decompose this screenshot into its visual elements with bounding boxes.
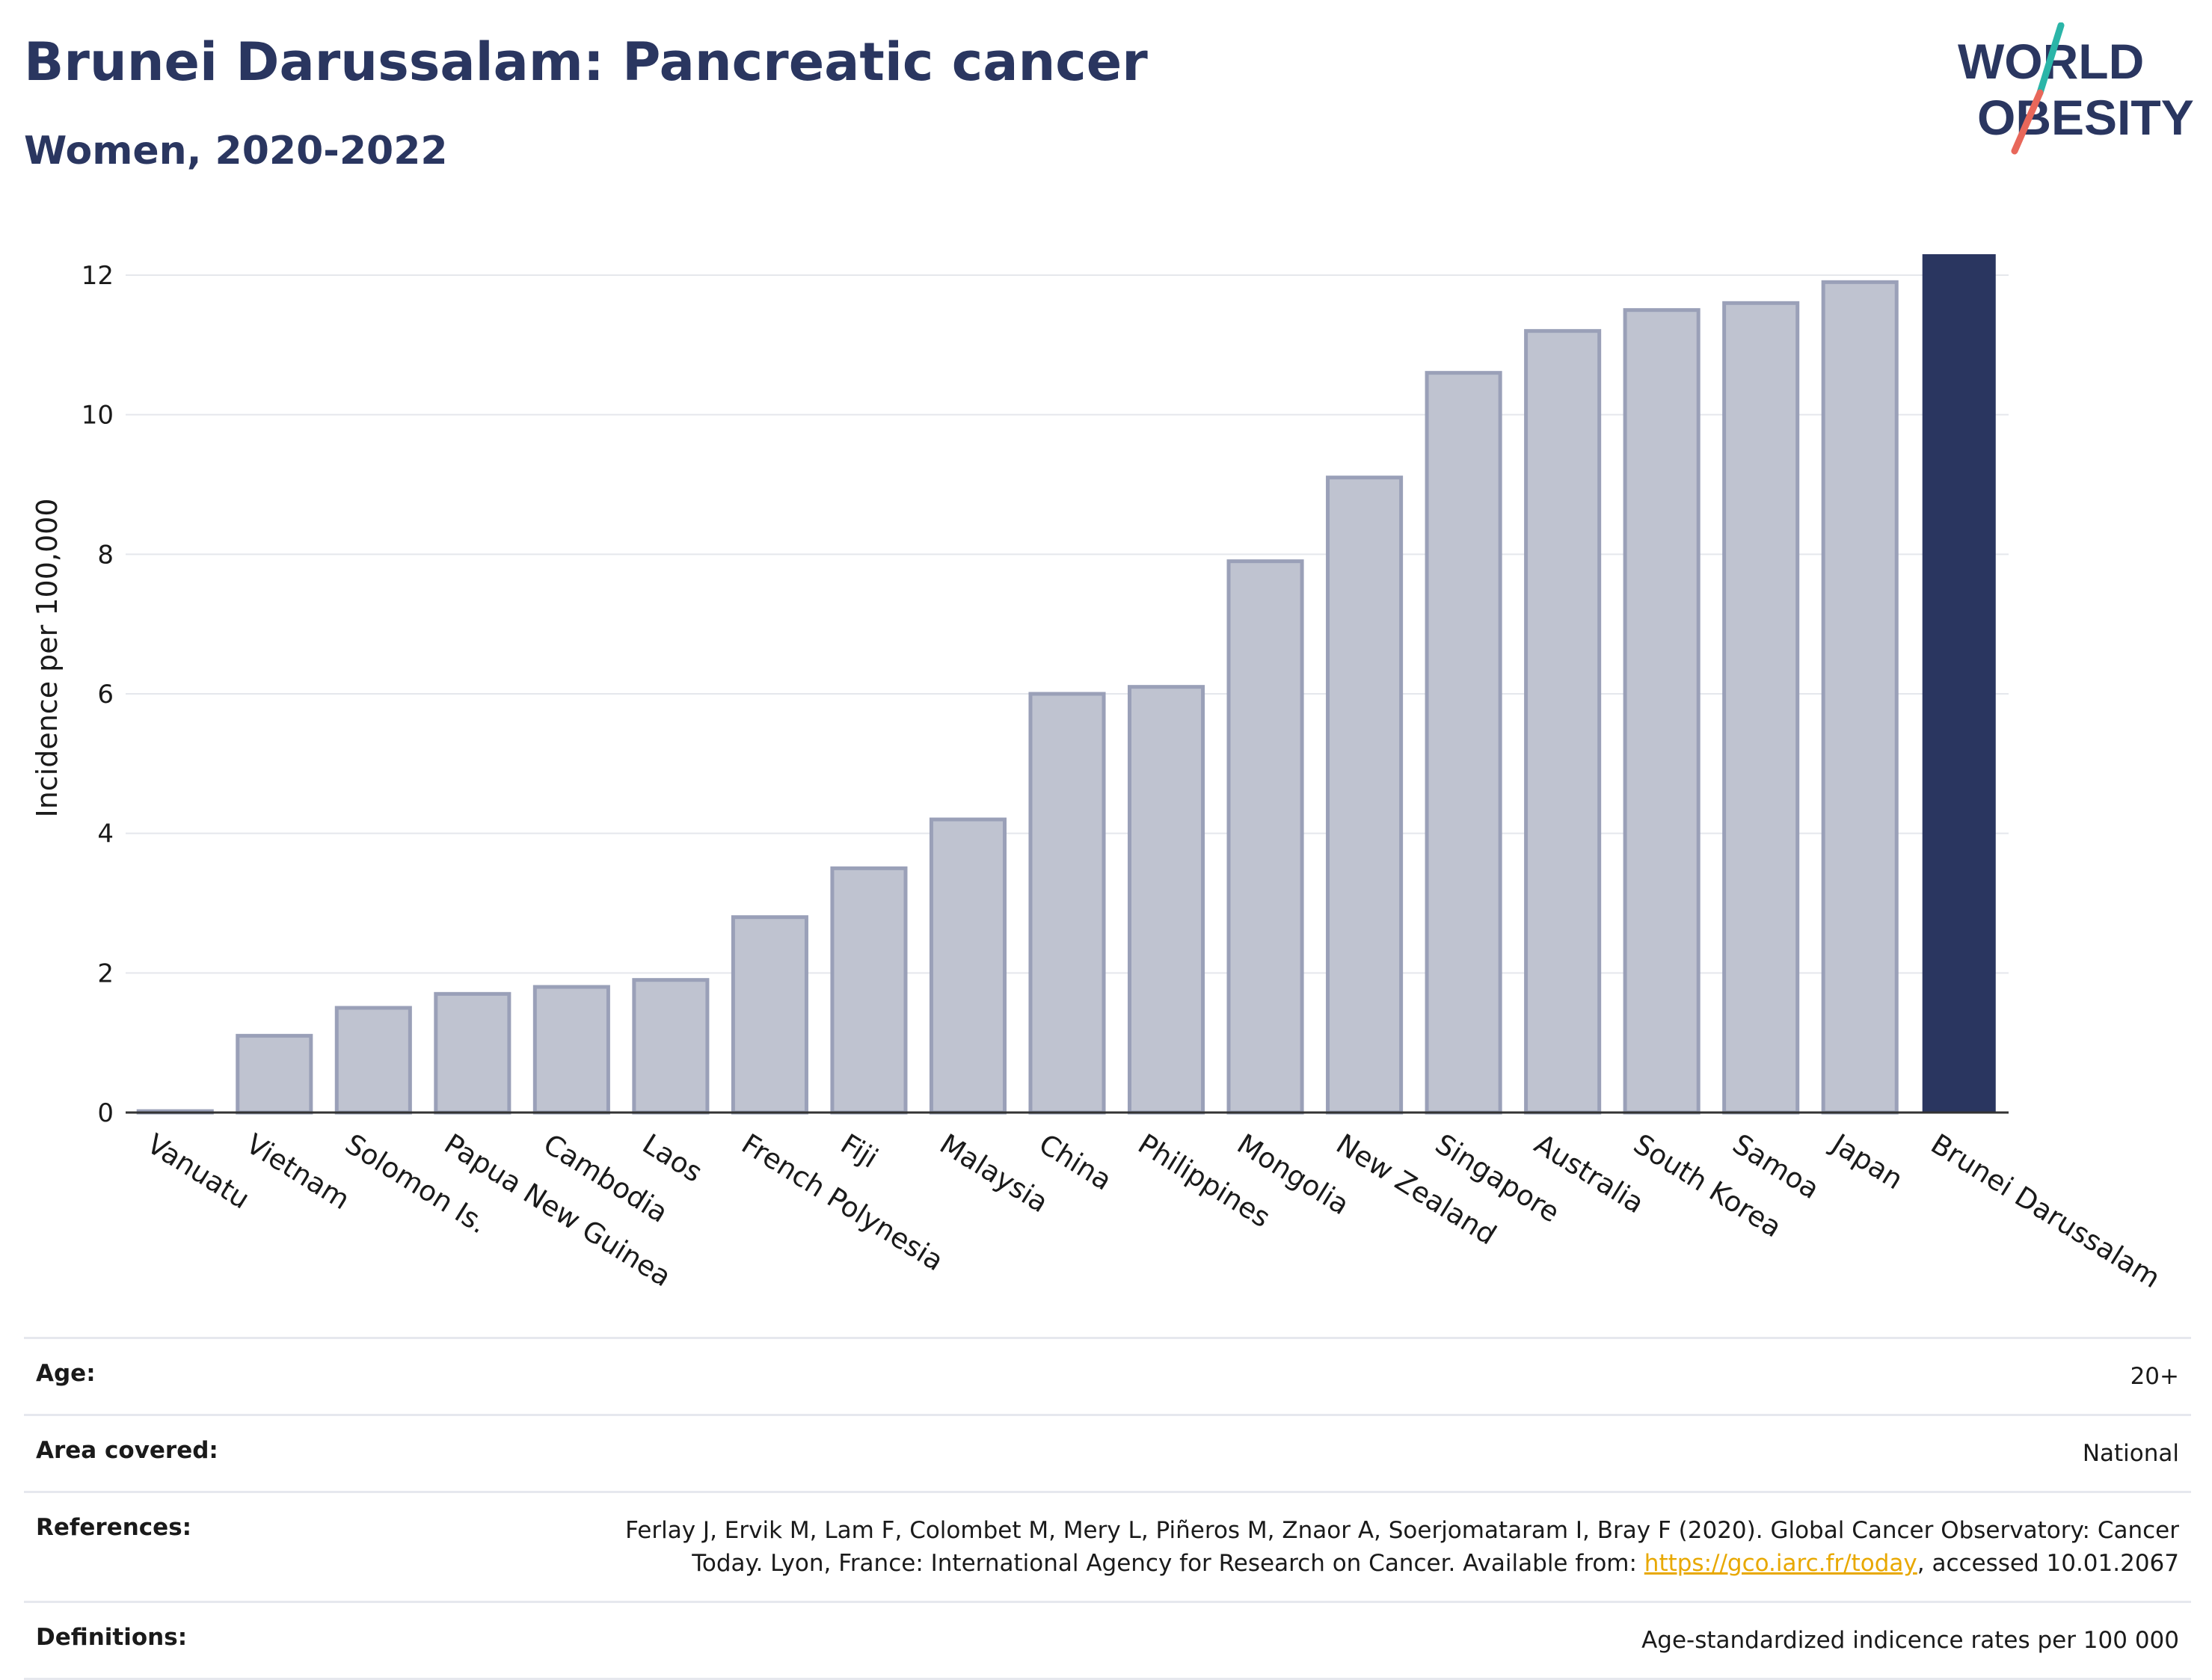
age-label: Age: <box>36 1360 96 1387</box>
x-tick-label: Laos <box>637 1127 708 1189</box>
logo-slash-teal <box>2036 22 2065 96</box>
references-text: Ferlay J, Ervik M, Lam F, Colombet M, Me… <box>625 1517 2179 1577</box>
references-suffix: , accessed 10.01.2067 <box>1917 1550 2179 1577</box>
area-label: Area covered: <box>36 1437 218 1464</box>
y-tick-label: 6 <box>97 680 114 710</box>
y-tick-labels: 0 2 4 6 8 10 12 <box>82 261 114 1128</box>
bar-australia <box>1524 329 1602 1115</box>
x-tick-label: Vietnam <box>241 1127 356 1216</box>
age-value: 20+ <box>2130 1363 2179 1390</box>
x-tick-label: Malaysia <box>934 1127 1054 1219</box>
logo-slash-coral <box>2011 89 2044 155</box>
page-subtitle: Women, 2020-2022 <box>24 129 448 173</box>
bar-new-zealand <box>1326 476 1404 1115</box>
definitions-value: Age-standardized indicence rates per 100… <box>1641 1627 2179 1654</box>
references-label: References: <box>36 1514 192 1541</box>
x-tick-label: Fiji <box>835 1127 884 1175</box>
bar-solomon-is- <box>334 1006 412 1115</box>
logo-line2: OBESITY <box>1977 90 2194 145</box>
bar-malaysia <box>929 817 1007 1115</box>
definitions-label: Definitions: <box>36 1624 188 1651</box>
bar-brunei-darussalam <box>1922 254 1996 1113</box>
bar-fiji <box>830 866 908 1115</box>
info-row-definitions: Definitions: Age-standardized indicence … <box>24 1601 2191 1680</box>
bar-philippines <box>1127 685 1205 1115</box>
bar-singapore <box>1425 371 1502 1115</box>
bar-south-korea <box>1623 308 1701 1115</box>
info-row-references: References: Ferlay J, Ervik M, Lam F, Co… <box>24 1491 2191 1601</box>
bar-mongolia <box>1226 559 1304 1115</box>
bar-papua-new-guinea <box>434 991 511 1115</box>
bar-samoa <box>1722 301 1800 1115</box>
references-link[interactable]: https://gco.iarc.fr/today <box>1644 1550 1917 1577</box>
area-value: National <box>2082 1440 2179 1467</box>
bar-french-polynesia <box>731 915 808 1115</box>
info-row-area: Area covered: National <box>24 1414 2191 1491</box>
references-value: Ferlay J, Ervik M, Lam F, Colombet M, Me… <box>549 1514 2179 1580</box>
bar-japan <box>1821 280 1899 1115</box>
bars <box>126 254 2009 1115</box>
bar-laos <box>632 978 710 1115</box>
bar-cambodia <box>532 985 610 1115</box>
y-tick-label: 10 <box>82 401 114 431</box>
y-tick-label: 12 <box>82 261 114 291</box>
y-tick-label: 0 <box>97 1098 114 1128</box>
y-tick-label: 8 <box>97 540 114 570</box>
bar-china <box>1028 692 1106 1115</box>
world-obesity-logo: WORLD OBESITY <box>1958 22 2194 155</box>
y-tick-label: 4 <box>97 819 114 849</box>
x-tick-label: Japan <box>1825 1127 1908 1196</box>
x-tick-label: Brunei Darussalam <box>1926 1127 2166 1294</box>
page-title: Brunei Darussalam: Pancreatic cancer <box>24 31 1148 93</box>
y-tick-label: 2 <box>97 959 114 988</box>
x-tick-label: Vanuatu <box>141 1127 255 1215</box>
bar-vietnam <box>236 1033 313 1115</box>
info-table: Age: 20+ Area covered: National Referenc… <box>24 1337 2191 1680</box>
info-row-age: Age: 20+ <box>24 1337 2191 1414</box>
y-axis-label: Incidence per 100,000 <box>31 498 64 817</box>
